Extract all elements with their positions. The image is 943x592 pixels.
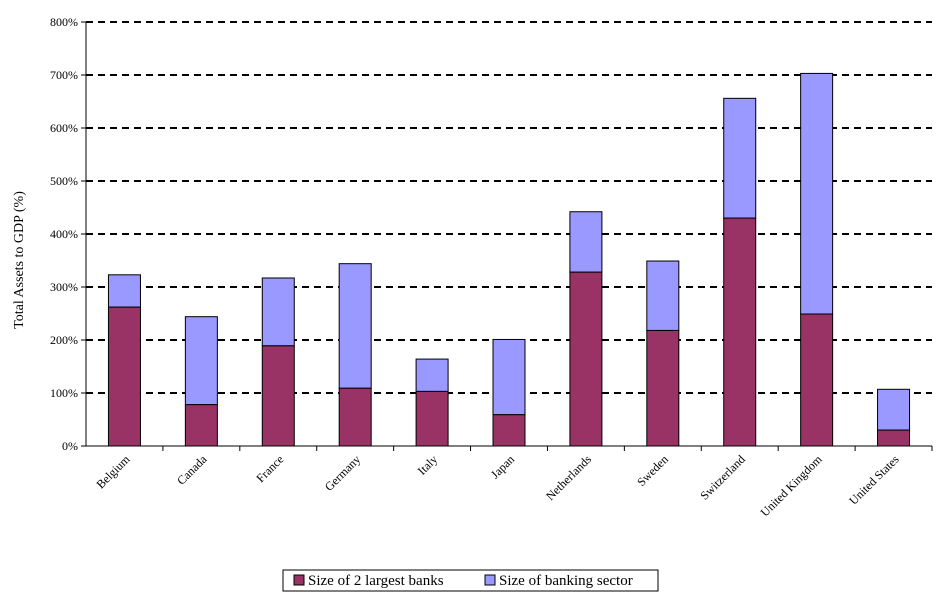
y-tick-label: 800% [50, 15, 78, 29]
bar-banking-sector [646, 260, 680, 331]
x-tick-label: Japan [488, 452, 517, 481]
legend: Size of 2 largest banks Size of banking … [282, 569, 659, 592]
bar-largest-banks [261, 345, 295, 447]
bar-largest-banks [338, 387, 372, 447]
y-tick-label: 600% [50, 121, 78, 135]
bar-largest-banks [877, 429, 911, 447]
bar-banking-sector [569, 211, 603, 273]
bar-largest-banks [800, 313, 834, 447]
axes [85, 22, 932, 447]
y-axis-title: Total Assets to GDP (%) [12, 191, 27, 329]
x-tick-label: Netherlands [543, 452, 594, 503]
bar-largest-banks [107, 306, 141, 447]
x-axis-labels: Belgium Canada France Germany Italy Japan Neth… [93, 452, 901, 520]
y-tick-label: 100% [50, 386, 78, 400]
bar-largest-banks [184, 404, 218, 447]
x-tick-label: Italy [415, 452, 440, 477]
bar-banking-sector [723, 97, 757, 219]
x-tick-label: Belgium [93, 452, 133, 492]
y-tick-label: 500% [50, 174, 78, 188]
legend-label-largest-banks: Size of 2 largest banks [308, 573, 444, 589]
y-tick-label: 300% [50, 280, 78, 294]
x-tick-label: United States [846, 452, 902, 508]
legend-label-banking-sector: Size of banking sector [499, 573, 633, 589]
x-tick-label: Canada [174, 452, 210, 488]
bar-banking-sector [800, 72, 834, 315]
y-tick-label: 200% [50, 333, 78, 347]
x-tick-label: United Kingdom [758, 452, 826, 520]
legend-swatch-largest-banks [293, 574, 305, 586]
y-tick-label: 700% [50, 68, 78, 82]
y-tick-label: 400% [50, 227, 78, 241]
bar-banking-sector [107, 274, 141, 308]
bar-largest-banks [492, 414, 526, 447]
bar-banking-sector [415, 358, 449, 392]
y-axis-ticks: 0% 100% 200% 300% 400% 500% 600% 700% 800% [50, 15, 86, 453]
bar-banking-sector [877, 388, 911, 431]
x-tick-label: Sweden [634, 452, 671, 489]
bar-largest-banks [646, 329, 680, 447]
bar-largest-banks [415, 390, 449, 447]
bar-banking-sector [338, 263, 372, 389]
bar-largest-banks [723, 217, 757, 447]
x-tick-label: Germany [322, 452, 363, 493]
legend-box [282, 569, 659, 592]
bar-banking-sector [261, 277, 295, 347]
y-tick-label: 0% [62, 439, 78, 453]
x-tick-label: Switzerland [697, 452, 747, 502]
bar-largest-banks [569, 271, 603, 447]
bar-banking-sector [184, 316, 218, 406]
bar-banking-sector [492, 338, 526, 416]
legend-swatch-banking-sector [484, 574, 496, 586]
bars [107, 72, 933, 451]
x-tick-label: France [253, 452, 286, 485]
